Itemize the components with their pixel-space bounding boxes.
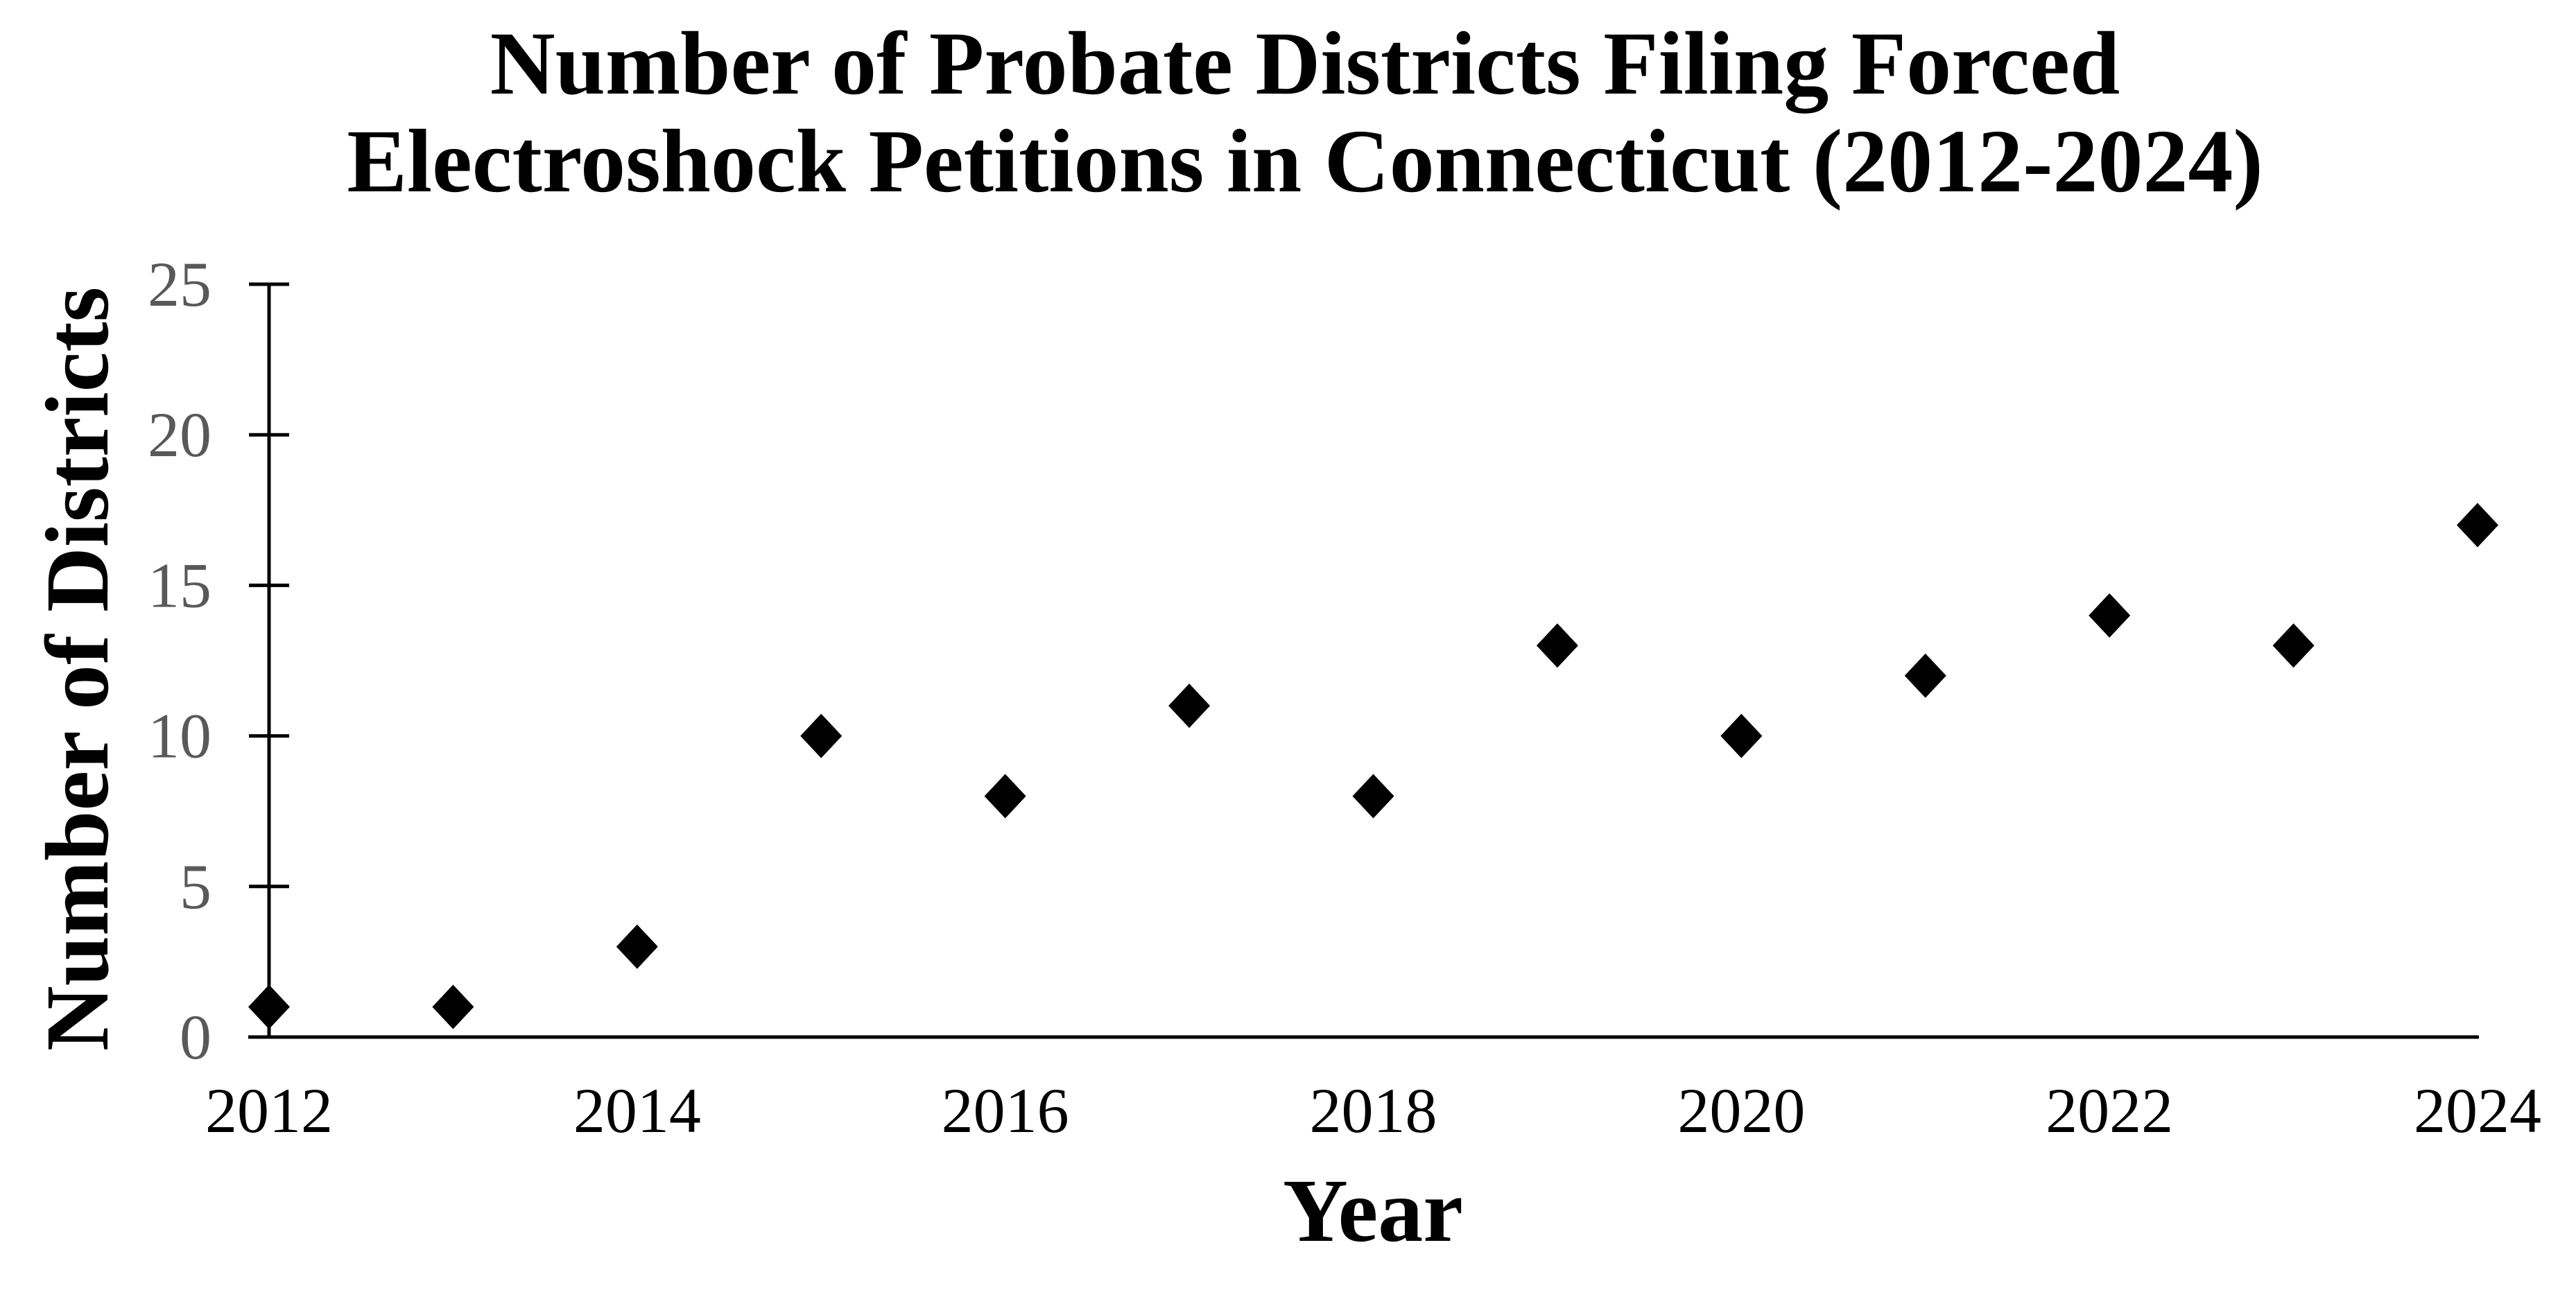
x-tick-label: 2012	[205, 1075, 333, 1146]
data-point-2014	[616, 924, 658, 969]
x-tick-label: 2016	[942, 1075, 1069, 1146]
y-tick-label: 25	[148, 249, 211, 320]
data-point-2012	[248, 984, 290, 1029]
y-tick-label: 15	[148, 550, 211, 620]
chart-title-line1: Number of Probate Districts Filing Force…	[490, 14, 2120, 114]
x-tick-label: 2018	[1310, 1075, 1437, 1146]
x-tick-label: 2024	[2414, 1075, 2541, 1146]
data-point-2016	[984, 774, 1026, 819]
chart-title-line2: Electroshock Petitions in Connecticut (2…	[347, 112, 2263, 211]
x-tick-label: 2020	[1677, 1075, 1805, 1146]
data-point-2017	[1168, 684, 1211, 729]
data-point-2022	[2089, 593, 2131, 638]
data-point-2015	[800, 713, 842, 758]
data-point-2024	[2457, 503, 2498, 548]
data-point-2019	[1536, 623, 1578, 668]
y-tick-label: 0	[180, 1002, 211, 1072]
data-point-2013	[432, 984, 474, 1029]
x-tick-label: 2022	[2046, 1075, 2173, 1146]
y-tick-label: 10	[148, 701, 211, 772]
y-tick-label: 5	[180, 851, 211, 922]
y-tick-label: 20	[148, 399, 211, 470]
data-point-2018	[1352, 774, 1394, 819]
x-tick-label: 2014	[573, 1075, 701, 1146]
chart-title: Number of Probate Districts Filing Force…	[347, 15, 2263, 211]
data-point-2023	[2272, 623, 2315, 668]
data-point-2021	[1904, 653, 1946, 698]
x-axis-title: Year	[1283, 1161, 1463, 1261]
data-point-2020	[1720, 713, 1763, 758]
